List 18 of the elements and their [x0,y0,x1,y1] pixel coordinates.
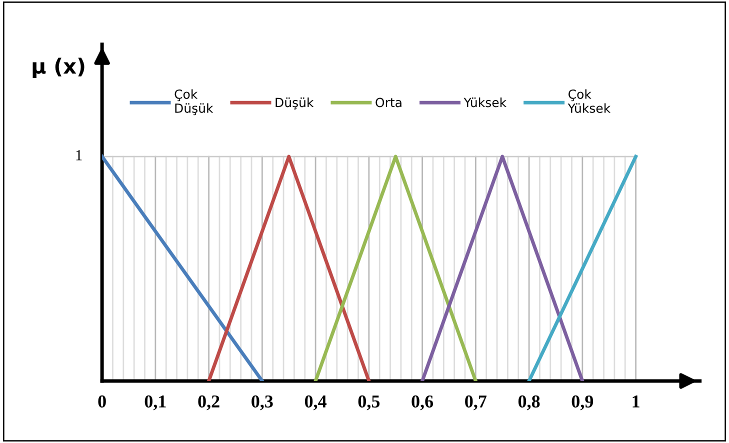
legend-label: Çok Yüksek [568,89,611,113]
x-tick-label: 0,1 [144,395,166,410]
x-tick-label: 0,2 [198,395,220,410]
x-tick-label: 0,6 [412,395,434,410]
x-tick-label: 1 [632,395,640,408]
x-tick-label: 0,3 [252,395,273,410]
legend-label: Yüksek [464,98,507,108]
y-axis-title: μ (x) [32,58,84,78]
legend-label: Düşük [276,98,314,110]
annotation: 1 [76,150,82,160]
x-tick-label: 0,7 [465,395,487,410]
x-tick-label: 0,8 [518,395,540,410]
x-tick-label: 0,4 [304,395,326,410]
x-tick-label: 0 [98,395,106,408]
legend-label: Orta [376,98,402,108]
x-tick-label: 0,9 [572,395,594,410]
legend-label: Çok Düşük [174,89,214,116]
x-tick-label: 0,5 [358,395,380,410]
